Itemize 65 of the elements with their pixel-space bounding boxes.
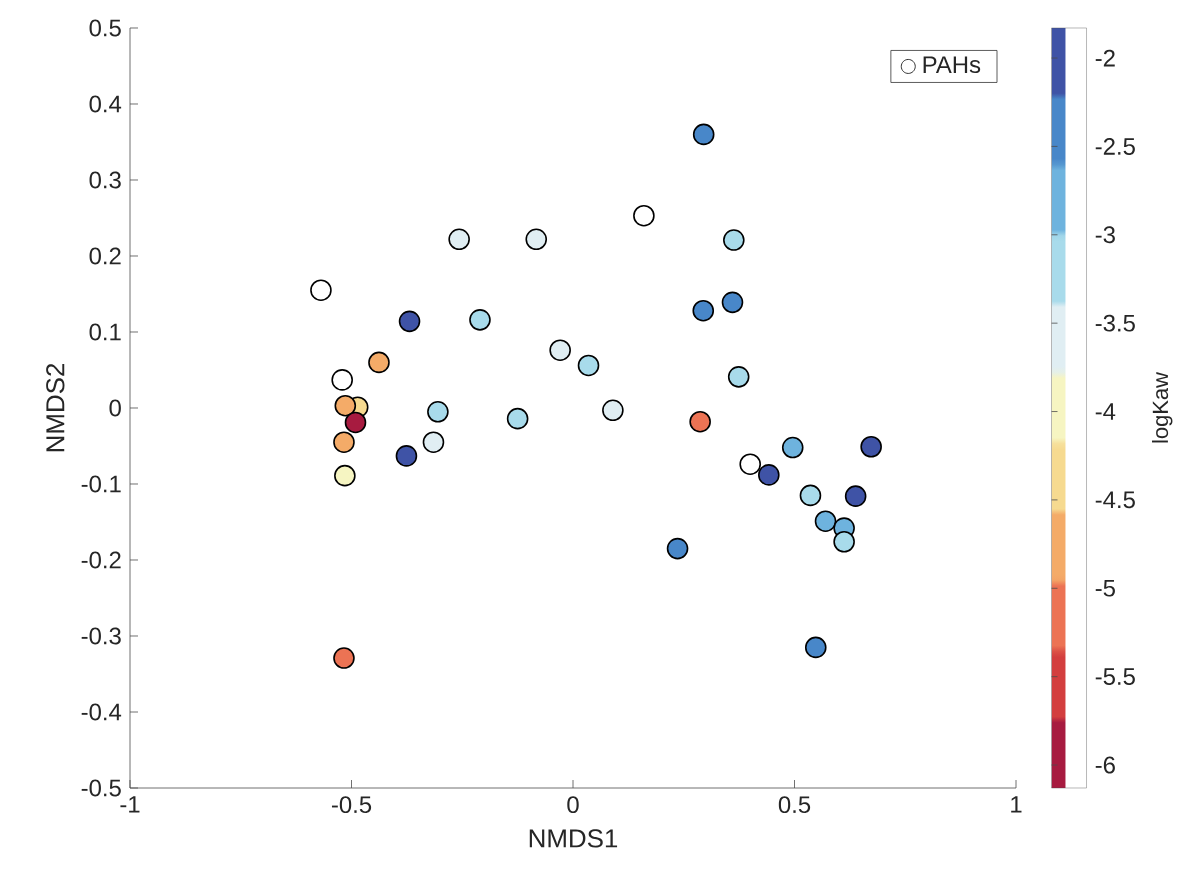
y-tick-label: 0.3 xyxy=(89,171,121,189)
color-bar-label: -3.5 xyxy=(1095,314,1135,332)
point xyxy=(814,510,837,533)
y-tick-label: -0.5 xyxy=(81,779,121,797)
point xyxy=(506,407,529,430)
color-bar-label: -2.5 xyxy=(1095,137,1135,155)
y-tick-label: -0.3 xyxy=(81,627,121,645)
point xyxy=(525,228,548,251)
point xyxy=(334,394,357,417)
x-axis-title: NMDS1 xyxy=(529,829,618,848)
y-tick-label: -0.4 xyxy=(81,703,122,721)
x-tick-label: 0.5 xyxy=(778,796,811,814)
point xyxy=(549,339,571,362)
color-bar-title: logKaw xyxy=(1152,372,1173,443)
point xyxy=(310,279,332,301)
point xyxy=(602,399,624,422)
color-bar-label: -2 xyxy=(1095,49,1115,67)
y-axis-title: NMDS2 xyxy=(46,363,65,452)
point xyxy=(333,647,355,669)
point xyxy=(331,369,353,391)
point xyxy=(427,401,449,423)
point xyxy=(448,228,470,251)
point xyxy=(398,310,421,333)
point xyxy=(689,410,711,433)
point xyxy=(721,291,744,314)
x-tick-label: -0.5 xyxy=(331,796,372,814)
point xyxy=(723,229,745,251)
color-bar-label: -6 xyxy=(1095,756,1115,774)
color-bar-label: -3 xyxy=(1095,226,1115,244)
point xyxy=(368,351,390,374)
legend-label: PAHs xyxy=(923,56,981,74)
point xyxy=(844,485,867,507)
point xyxy=(739,453,762,476)
point xyxy=(469,309,491,331)
point xyxy=(333,431,355,453)
x-tick-label: 0 xyxy=(567,796,579,814)
point xyxy=(633,204,655,227)
y-tick-label: 0.5 xyxy=(89,19,121,37)
point xyxy=(666,537,689,560)
x-tick-label: 1 xyxy=(1011,796,1022,813)
y-tick-label: -0.2 xyxy=(81,551,121,569)
x-tick-label: -1 xyxy=(120,796,140,813)
point xyxy=(577,354,600,377)
point xyxy=(727,366,750,388)
point xyxy=(334,464,356,487)
color-bar-label: -5 xyxy=(1095,579,1115,597)
y-tick-label: 0.1 xyxy=(89,323,121,341)
y-tick-label: 0.4 xyxy=(89,95,122,113)
point xyxy=(860,435,882,458)
y-tick-label: 0.2 xyxy=(89,247,121,265)
y-tick-label: 0 xyxy=(109,399,121,417)
point xyxy=(692,123,715,146)
point xyxy=(422,431,445,453)
point xyxy=(758,464,780,486)
point xyxy=(804,636,827,659)
point xyxy=(781,436,804,459)
point xyxy=(344,411,367,434)
point xyxy=(799,484,822,507)
point xyxy=(692,299,715,322)
y-tick-label: -0.1 xyxy=(81,475,121,493)
point xyxy=(833,530,855,553)
color-bar-label: -4 xyxy=(1095,403,1116,420)
point xyxy=(395,445,418,467)
color-bar-label: -4.5 xyxy=(1095,491,1135,509)
color-bar-label: -5.5 xyxy=(1095,668,1135,685)
